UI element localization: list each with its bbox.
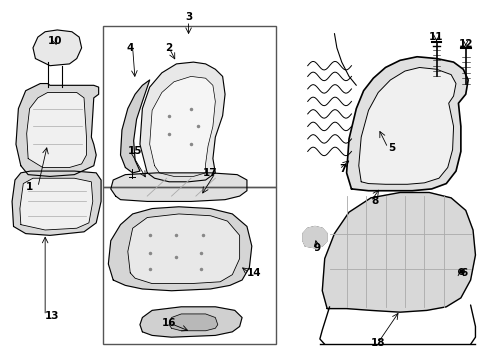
Polygon shape <box>140 307 242 337</box>
Text: 13: 13 <box>45 311 60 321</box>
Text: 9: 9 <box>313 243 320 253</box>
Polygon shape <box>127 214 239 284</box>
Text: 2: 2 <box>165 43 172 53</box>
Text: 12: 12 <box>458 39 472 49</box>
Text: 4: 4 <box>126 43 134 53</box>
Text: 10: 10 <box>47 36 62 46</box>
Text: 1: 1 <box>26 182 33 192</box>
Bar <box>103 187 276 344</box>
Polygon shape <box>169 314 217 331</box>
Polygon shape <box>302 226 326 248</box>
Polygon shape <box>120 80 149 173</box>
Polygon shape <box>149 76 215 176</box>
Text: 14: 14 <box>246 268 261 278</box>
Text: 6: 6 <box>460 268 467 278</box>
Polygon shape <box>16 84 99 176</box>
Text: 5: 5 <box>387 143 394 153</box>
Text: 16: 16 <box>162 318 176 328</box>
Polygon shape <box>108 207 251 291</box>
Text: 17: 17 <box>203 168 217 178</box>
Polygon shape <box>33 30 81 66</box>
Polygon shape <box>12 171 101 235</box>
Text: 15: 15 <box>127 147 142 157</box>
Polygon shape <box>140 62 224 182</box>
Text: 7: 7 <box>339 164 346 174</box>
Bar <box>103 26 276 187</box>
Text: 11: 11 <box>428 32 443 42</box>
Polygon shape <box>358 67 455 184</box>
Polygon shape <box>27 93 86 167</box>
Polygon shape <box>20 178 93 230</box>
Text: 3: 3 <box>184 13 192 22</box>
Polygon shape <box>111 173 246 202</box>
Text: 18: 18 <box>370 338 385 347</box>
Polygon shape <box>322 193 474 312</box>
Text: 8: 8 <box>370 197 377 206</box>
Polygon shape <box>346 57 467 191</box>
